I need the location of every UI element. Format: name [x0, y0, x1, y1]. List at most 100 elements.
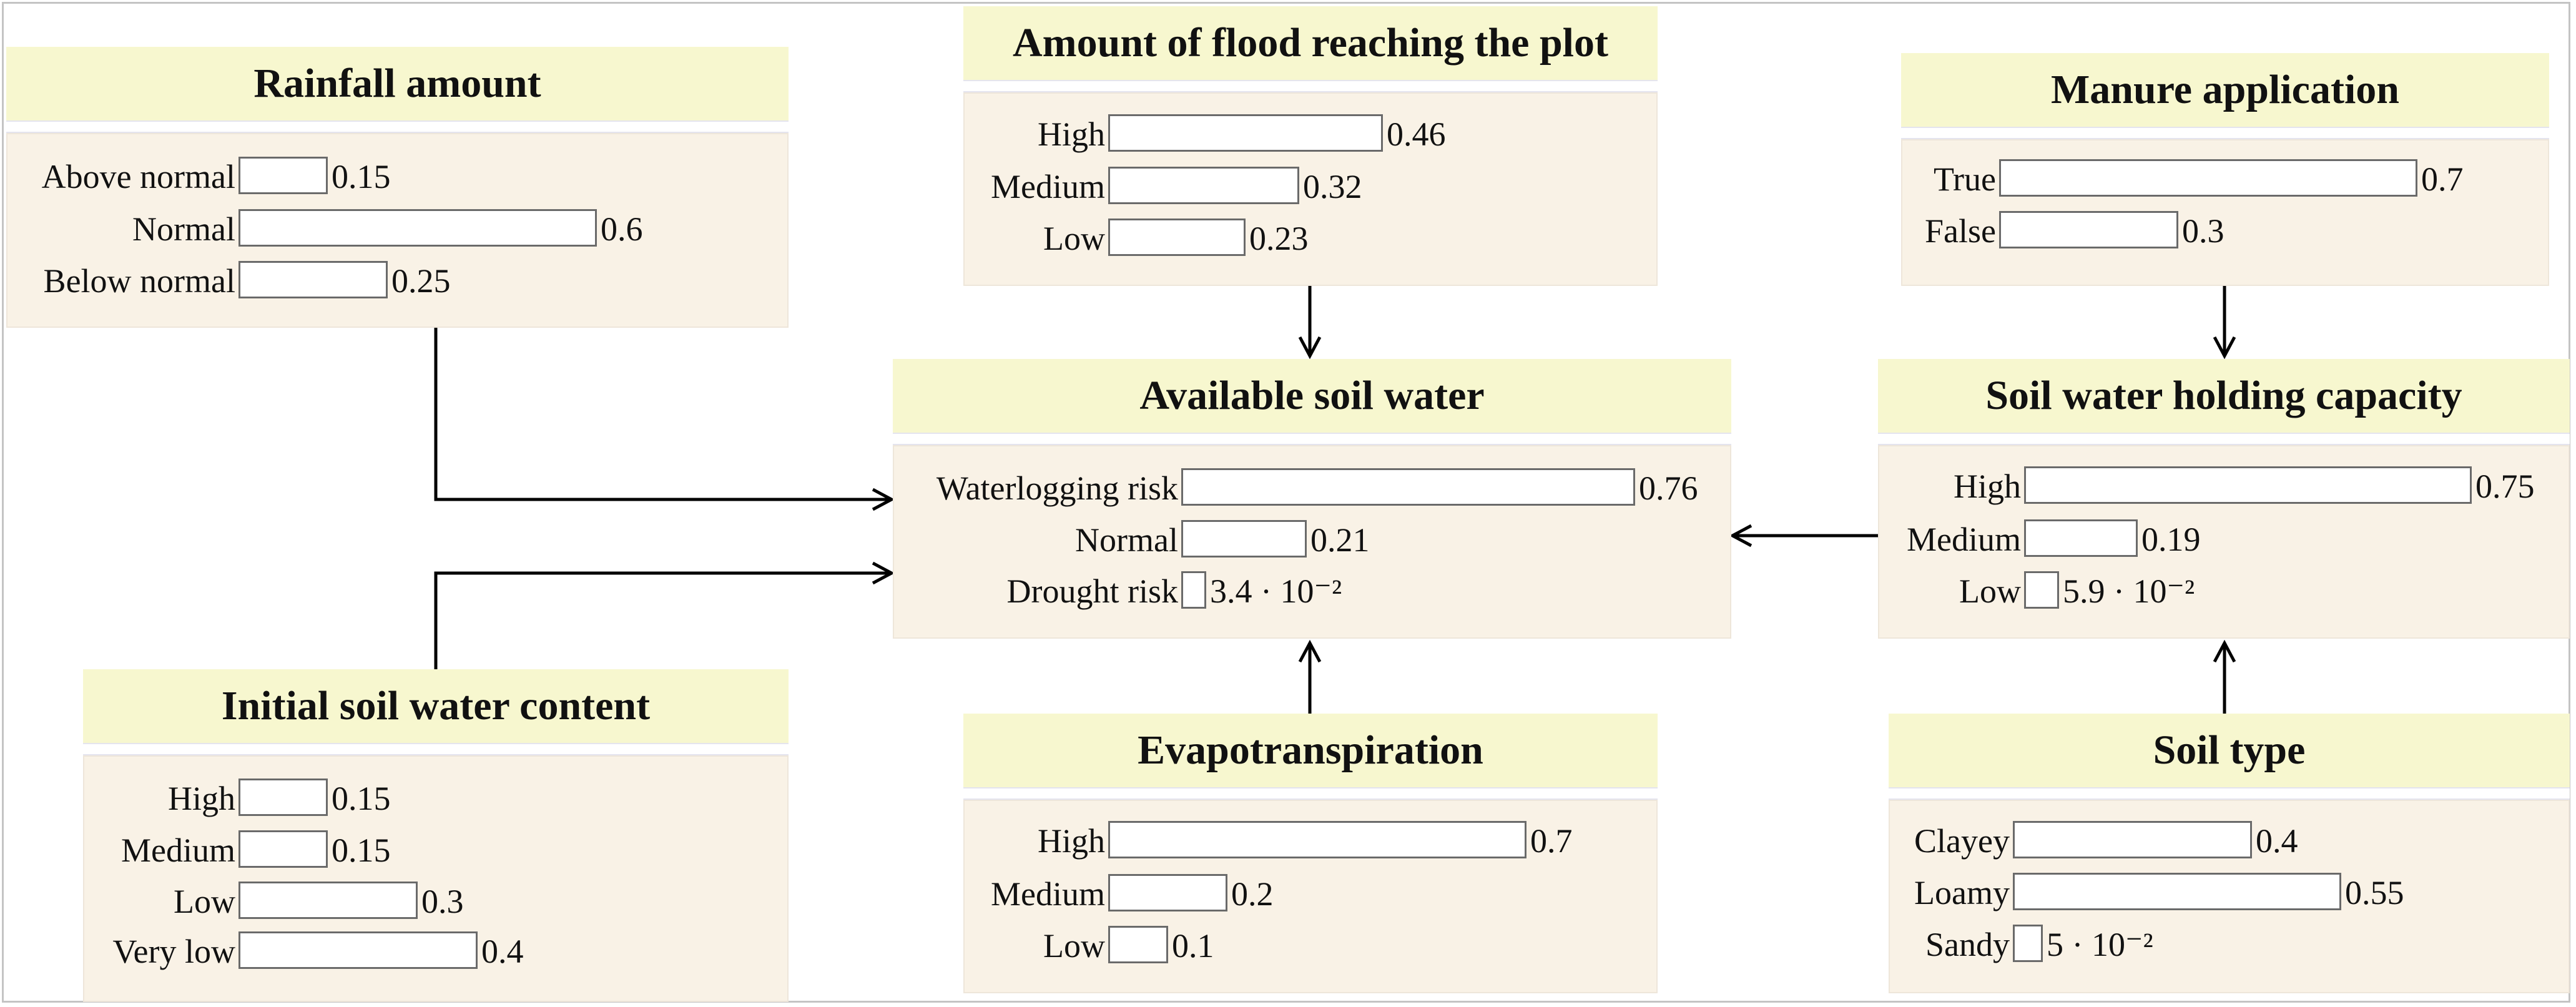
state-label: Normal	[1075, 521, 1178, 559]
state-label: Above normal	[41, 158, 235, 195]
probability-bar	[1181, 571, 1206, 609]
node-soil-type: Soil type Clayey 0.4 Loamy 0.55 Sandy 5 …	[1889, 714, 2570, 993]
state-label: Waterlogging risk	[936, 469, 1178, 507]
probability-value: 0.15	[332, 158, 391, 195]
probability-value: 0.6	[601, 210, 643, 248]
probability-bar	[2024, 571, 2059, 609]
node-title: Soil type	[1889, 714, 2570, 787]
node-initial-soil-water-content: Initial soil water content High 0.15 Med…	[83, 669, 789, 1002]
probability-value: 0.4	[2256, 822, 2298, 860]
state-label: Medium	[991, 168, 1105, 205]
node-separator	[1889, 787, 2570, 800]
probability-value: 0.7	[2421, 160, 2464, 198]
probability-value: 5.9 · 10⁻²	[2063, 572, 2195, 610]
node-body: High 0.7 Medium 0.2 Low 0.1	[963, 800, 1658, 993]
probability-bar	[2013, 873, 2341, 910]
probability-bar	[2013, 821, 2252, 858]
state-label: Drought risk	[1006, 572, 1178, 610]
probability-bar	[1108, 167, 1299, 204]
probability-bar	[1999, 159, 2417, 197]
probability-bar	[238, 261, 388, 298]
probability-value: 0.25	[391, 262, 451, 300]
state-label: Low	[1959, 572, 2021, 610]
node-rainfall-amount: Rainfall amount Above normal 0.15 Normal…	[6, 47, 789, 328]
probability-value: 3.4 · 10⁻²	[1210, 572, 1342, 610]
state-label: False	[1925, 212, 1996, 250]
probability-value: 5 · 10⁻²	[2047, 926, 2153, 963]
state-label: High	[1038, 822, 1105, 860]
state-label: Sandy	[1925, 926, 2010, 963]
node-flood-amount: Amount of flood reaching the plot High 0…	[963, 6, 1658, 286]
probability-bar	[238, 830, 328, 868]
state-label: Medium	[121, 832, 235, 869]
probability-value: 0.15	[332, 832, 391, 869]
probability-bar	[1108, 219, 1246, 256]
state-label: Medium	[1907, 521, 2021, 558]
probability-value: 0.23	[1249, 220, 1309, 257]
probability-value: 0.7	[1530, 822, 1573, 860]
probability-value: 0.21	[1310, 521, 1370, 559]
state-label: High	[1954, 468, 2021, 505]
state-label: Low	[174, 883, 235, 920]
state-label: Clayey	[1914, 822, 2010, 860]
node-available-soil-water: Available soil water Waterlogging risk 0…	[893, 359, 1731, 639]
state-label: Low	[1043, 927, 1105, 965]
probability-value: 0.15	[332, 780, 391, 817]
probability-value: 0.19	[2141, 521, 2201, 558]
probability-bar	[1999, 211, 2178, 248]
node-body: Clayey 0.4 Loamy 0.55 Sandy 5 · 10⁻²	[1889, 800, 2570, 993]
probability-value: 0.4	[481, 933, 524, 970]
probability-value: 0.1	[1172, 927, 1214, 965]
node-title: Manure application	[1901, 53, 2549, 127]
state-label: Below normal	[43, 262, 235, 300]
node-manure-application: Manure application True 0.7 False 0.3	[1901, 53, 2549, 286]
state-label: Medium	[991, 875, 1105, 913]
probability-value: 0.3	[421, 883, 464, 920]
node-body: High 0.75 Medium 0.19 Low 5.9 · 10⁻²	[1878, 445, 2570, 639]
probability-value: 0.3	[2182, 212, 2225, 250]
state-label: Low	[1043, 220, 1105, 257]
probability-bar	[2024, 519, 2138, 557]
probability-bar	[1108, 821, 1526, 858]
probability-value: 0.46	[1387, 115, 1446, 153]
probability-value: 0.76	[1639, 469, 1698, 507]
node-title: Evapotranspiration	[963, 714, 1658, 787]
probability-value: 0.2	[1231, 875, 1274, 913]
probability-bar	[1181, 468, 1635, 506]
probability-bar	[238, 882, 418, 919]
node-separator	[893, 433, 1731, 445]
node-body: High 0.46 Medium 0.32 Low 0.23	[963, 92, 1658, 286]
probability-bar	[238, 931, 478, 969]
node-title: Initial soil water content	[83, 669, 789, 743]
probability-bar	[1108, 874, 1227, 911]
probability-value: 0.55	[2345, 874, 2404, 911]
node-body: Waterlogging risk 0.76 Normal 0.21 Droug…	[893, 445, 1731, 639]
node-title: Soil water holding capacity	[1878, 359, 2570, 433]
node-separator	[83, 743, 789, 755]
state-label: Very low	[112, 933, 235, 970]
probability-bar	[238, 209, 597, 247]
node-separator	[6, 120, 789, 133]
node-title: Rainfall amount	[6, 47, 789, 120]
node-separator	[1901, 127, 2549, 139]
node-separator	[963, 80, 1658, 92]
node-separator	[963, 787, 1658, 800]
state-label: High	[1038, 115, 1105, 153]
node-title: Amount of flood reaching the plot	[963, 6, 1658, 80]
node-evapotranspiration: Evapotranspiration High 0.7 Medium 0.2 L…	[963, 714, 1658, 993]
probability-value: 0.75	[2475, 468, 2535, 505]
node-body: True 0.7 False 0.3	[1901, 139, 2549, 286]
node-separator	[1878, 433, 2570, 445]
state-label: True	[1933, 160, 1996, 198]
probability-bar	[2013, 925, 2043, 962]
probability-bar	[1108, 926, 1168, 963]
probability-value: 0.32	[1303, 168, 1362, 205]
probability-bar	[1108, 114, 1383, 152]
probability-bar	[1181, 520, 1307, 558]
node-body: Above normal 0.15 Normal 0.6 Below norma…	[6, 133, 789, 328]
node-title: Available soil water	[893, 359, 1731, 433]
node-soil-water-holding-capacity: Soil water holding capacity High 0.75 Me…	[1878, 359, 2570, 639]
state-label: Normal	[132, 210, 235, 248]
probability-bar	[238, 157, 328, 194]
probability-bar	[238, 779, 328, 816]
